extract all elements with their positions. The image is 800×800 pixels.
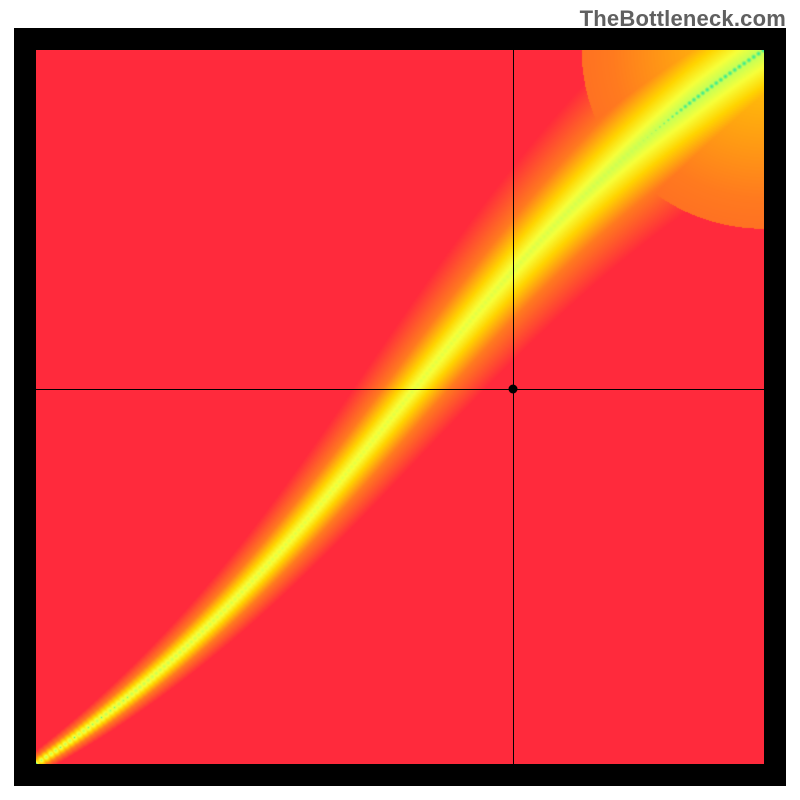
watermark-label: TheBottleneck.com <box>580 6 786 32</box>
crosshair-horizontal <box>36 389 764 390</box>
plot-area <box>36 50 764 764</box>
heatmap-canvas <box>36 50 764 764</box>
container: TheBottleneck.com <box>0 0 800 800</box>
crosshair-vertical <box>513 50 514 764</box>
crosshair-marker <box>508 385 517 394</box>
